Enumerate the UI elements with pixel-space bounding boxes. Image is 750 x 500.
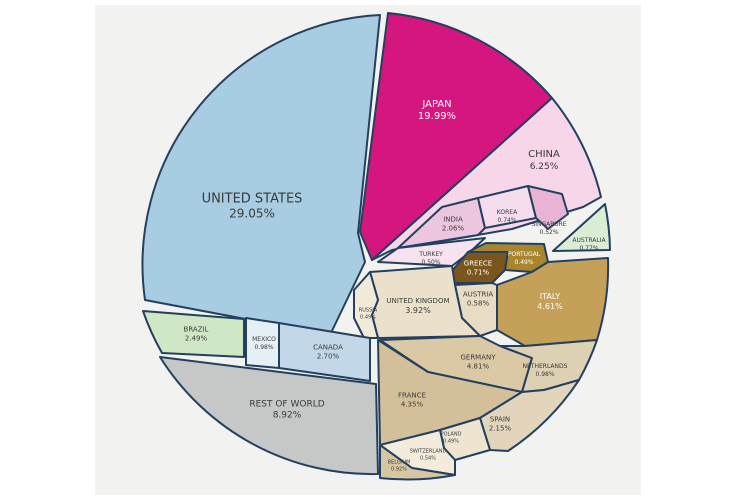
slice-value-russia: 0.49% (360, 315, 376, 321)
slice-label-canada: CANADA (313, 344, 343, 352)
slice-value-uk: 3.92% (405, 306, 431, 315)
slice-value-netherlands: 0.98% (535, 371, 554, 378)
pie-slice-belgium (379, 444, 456, 481)
pie-slice-russia (353, 271, 379, 339)
pie-slice-turkey (377, 237, 486, 267)
slice-label-italy: ITALY (540, 292, 560, 301)
slice-label-germany: GERMANY (460, 354, 496, 362)
slice-value-india: 2.06% (442, 225, 465, 233)
slice-value-france: 4.35% (401, 401, 424, 409)
slice-value-turkey: 0.50% (421, 259, 440, 266)
pie-slice-singapore (527, 185, 569, 230)
slice-value-switzerland: 0.54% (420, 456, 436, 462)
slice-label-china: CHINA (528, 149, 560, 160)
slice-value-us: 29.05% (229, 207, 275, 221)
slice-label-turkey: TURKEY (418, 251, 443, 258)
slice-label-france: FRANCE (398, 392, 426, 400)
slice-value-china: 6.25% (530, 162, 559, 172)
slice-value-australia: 0.77% (579, 245, 598, 252)
pie-slice-us (141, 14, 381, 336)
slice-label-india: INDIA (443, 216, 463, 224)
pie-slice-mexico (245, 317, 280, 369)
slice-label-belgium: BELGIUM (388, 460, 411, 466)
slice-label-korea: KOREA (497, 209, 518, 216)
slice-label-uk: UNITED KINGDOM (387, 297, 450, 305)
slice-label-switzerland: SWITZERLAND (410, 449, 447, 455)
slice-label-brazil: BRAZIL (184, 326, 209, 334)
slice-value-singapore: 0.52% (539, 229, 558, 236)
slice-label-greece: GREECE (464, 260, 492, 268)
slice-label-australia: AUSTRALIA (572, 237, 606, 244)
slice-value-spain: 2.15% (489, 425, 512, 433)
pie-slice-spain (479, 379, 580, 452)
slice-label-austria: AUSTRIA (463, 291, 494, 299)
slice-label-russia: RUSSIA (359, 308, 378, 314)
slice-value-korea: 0.74% (497, 217, 516, 224)
slice-value-austria: 0.58% (467, 300, 490, 308)
slice-label-spain: SPAIN (490, 416, 510, 424)
slice-value-brazil: 2.49% (185, 335, 208, 343)
slice-value-japan: 19.99% (418, 111, 456, 122)
slice-label-singapore: SINGAPORE (531, 221, 566, 228)
slice-label-portugal: PORTUGAL (508, 251, 541, 258)
slice-value-portugal: 0.49% (514, 259, 533, 266)
slice-value-belgium: 0.92% (391, 467, 407, 473)
slice-value-greece: 0.71% (467, 269, 490, 277)
slice-value-germany: 4.81% (467, 363, 490, 371)
slice-label-row: REST OF WORLD (249, 400, 324, 410)
slice-label-us: UNITED STATES (202, 192, 303, 207)
slice-label-japan: JAPAN (421, 99, 451, 110)
slice-value-mexico: 0.98% (254, 344, 273, 351)
slice-value-canada: 2.70% (317, 353, 340, 361)
slice-label-mexico: MEXICO (252, 336, 276, 343)
slice-value-row: 8.92% (273, 411, 302, 421)
slice-value-poland: 0.49% (443, 439, 459, 445)
pie-slice-row (159, 356, 379, 476)
slice-value-italy: 4.61% (537, 302, 563, 311)
pie-slice-australia (552, 203, 611, 252)
slice-label-netherlands: NETHERLANDS (523, 363, 568, 370)
pie-slice-brazil (142, 310, 245, 358)
slice-label-poland: POLAND (441, 432, 462, 438)
